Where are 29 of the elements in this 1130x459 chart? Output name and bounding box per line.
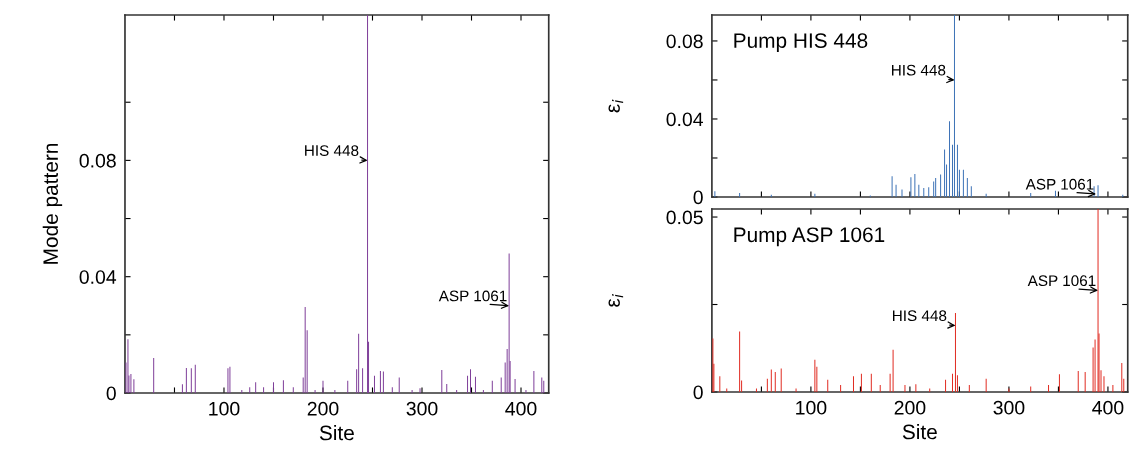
x-tick-label: 400 (1092, 400, 1124, 415)
x-tick-label: 400 (505, 401, 537, 416)
annotation: ASP 1061 (438, 290, 507, 302)
x-axis-title: Site (902, 424, 937, 440)
y-tick-label: 0.04 (79, 270, 117, 284)
x-tick-label: 100 (209, 401, 240, 416)
annotation: HIS 448 (893, 310, 947, 322)
y-tick-label: 0.04 (666, 112, 703, 127)
x-tick-label: 200 (894, 400, 926, 415)
x-tick-label: 200 (307, 401, 339, 416)
annotation: ASP 1061 (1027, 275, 1096, 287)
y-tick-label: 0.08 (79, 153, 116, 168)
annotation: ASP 1061 (1025, 178, 1094, 190)
y-tick-label: 0 (693, 190, 703, 205)
y-tick-label: 0.05 (666, 210, 703, 225)
x-tick-label: 300 (406, 401, 438, 416)
y-axis-title: Mode pattern (42, 143, 63, 264)
y-tick-label: 0 (106, 386, 116, 401)
x-tick-label: 300 (993, 400, 1025, 415)
y-tick-label: 0 (693, 385, 703, 400)
text: Pump ASP 1061 (734, 227, 885, 247)
y-tick-label: 0.08 (666, 34, 703, 49)
annotation: HIS 448 (305, 145, 359, 156)
annotation: HIS 448 (892, 64, 946, 76)
x-axis-title: Site (319, 425, 354, 441)
x-tick-label: 100 (796, 400, 827, 415)
y-axis-title: ε$_{i}$ (608, 99, 624, 113)
text: Pump HIS 448 (734, 33, 868, 53)
y-axis-title: ε$_{i}$ (608, 294, 624, 307)
